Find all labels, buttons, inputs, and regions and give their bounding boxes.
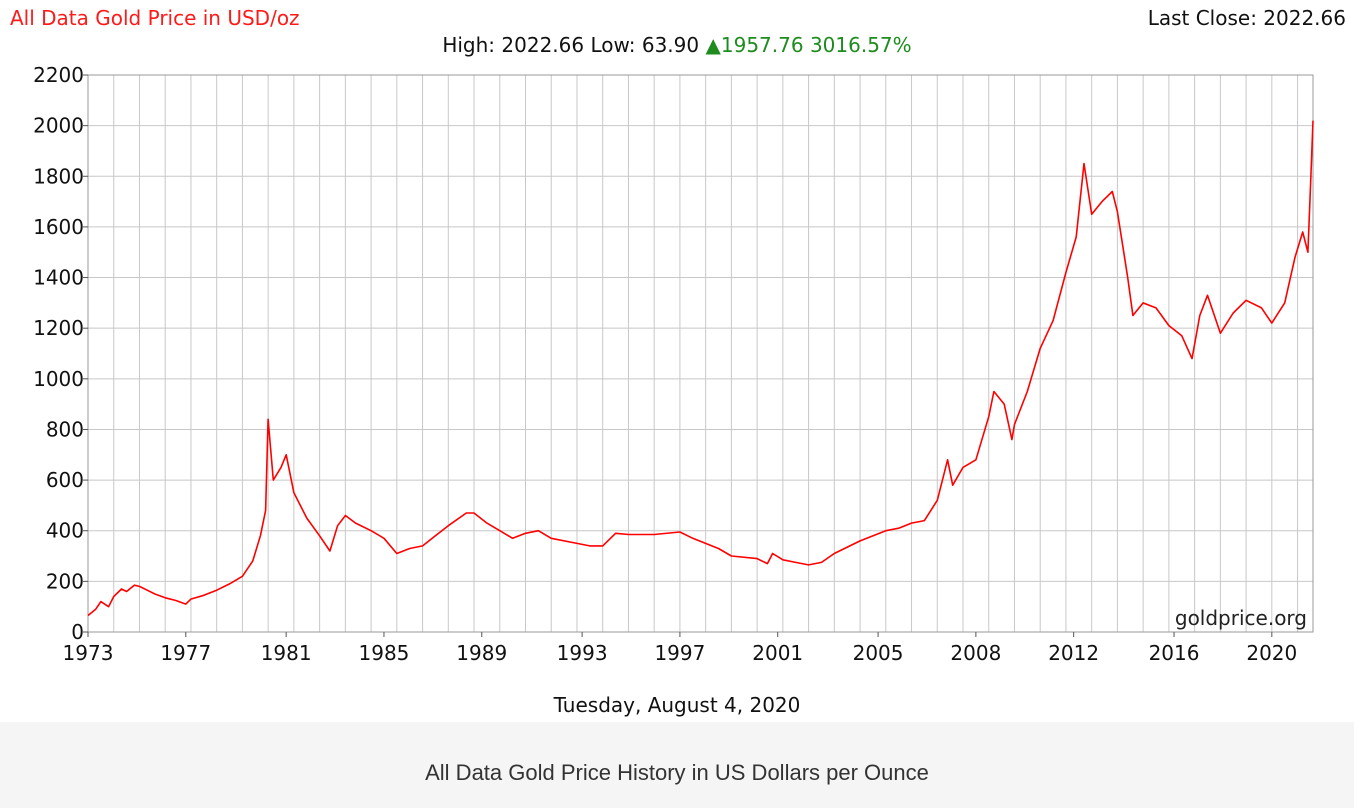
grid-lines (87, 74, 1313, 633)
y-tick-label: 2200 (33, 63, 84, 87)
last-close-label: Last Close: 2022.66 (1147, 6, 1346, 30)
y-tick-label: 1800 (33, 164, 84, 188)
high-label: High: 2022.66 (442, 33, 585, 57)
x-tick-label: 2008 (950, 641, 1001, 665)
x-tick-label: 1989 (456, 641, 507, 665)
x-tick-label: 2001 (752, 641, 803, 665)
y-tick-label: 600 (46, 468, 84, 492)
y-tick-label: 1000 (33, 367, 84, 391)
change-percent: 3016.57% (809, 33, 912, 57)
chart-figure: All Data Gold Price in USD/oz Last Close… (0, 6, 1354, 717)
x-tick-label: 1973 (63, 641, 114, 665)
price-stats: High: 2022.66 Low: 63.90 ▲1957.76 3016.5… (0, 33, 1354, 57)
x-tick-label: 2020 (1246, 641, 1297, 665)
y-tick-label: 1200 (33, 316, 84, 340)
change-arrow-icon: ▲ (705, 33, 721, 57)
y-tick-label: 200 (46, 569, 84, 593)
x-tick-label: 1993 (557, 641, 608, 665)
y-tick-label: 0 (71, 620, 84, 644)
low-label: Low: 63.90 (590, 33, 700, 57)
x-tick-label: 1985 (359, 641, 410, 665)
x-tick-label: 2005 (853, 641, 904, 665)
y-tick-label: 800 (46, 417, 84, 441)
x-tick-label: 2016 (1149, 641, 1200, 665)
x-tick-label: 1981 (261, 641, 312, 665)
y-tick-label: 1400 (33, 266, 84, 290)
y-tick-label: 2000 (33, 114, 84, 138)
x-tick-label: 1977 (160, 641, 211, 665)
plot-area-frame (87, 74, 1314, 633)
y-tick-label: 1600 (33, 215, 84, 239)
watermark: goldprice.org (1175, 606, 1307, 630)
gold-price-chart: 0 200 400 600 800 1000 1200 1400 1600 1800 2000 220… (33, 63, 1314, 665)
change-value: 1957.76 (720, 33, 804, 57)
x-tick-label: 1997 (654, 641, 705, 665)
chart-title: All Data Gold Price in USD/oz (10, 6, 300, 30)
figure-caption: All Data Gold Price History in US Dollar… (425, 760, 929, 785)
x-tick-label: 2012 (1048, 641, 1099, 665)
y-tick-label: 400 (46, 519, 84, 543)
axis-ticks: 0 200 400 600 800 1000 1200 1400 1600 1800 2000 220… (33, 63, 1297, 665)
date-label: Tuesday, August 4, 2020 (553, 693, 801, 717)
series-line-gold-price (87, 120, 1314, 617)
